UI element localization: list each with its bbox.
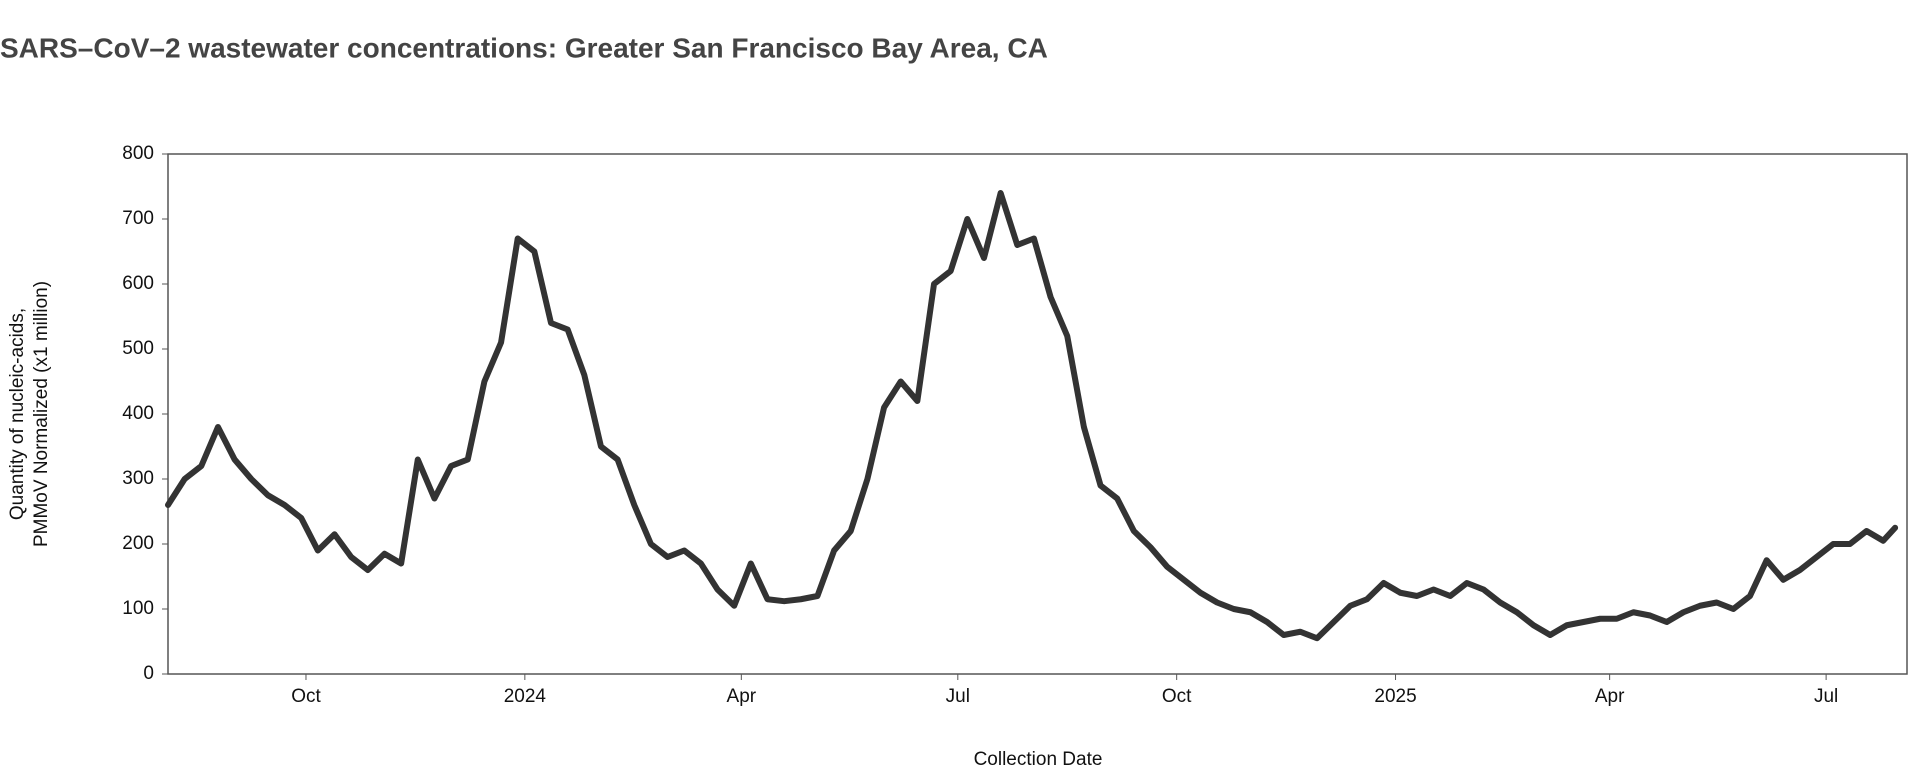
x-tick-label: Apr bbox=[1595, 686, 1625, 707]
chart-title: SARS–CoV–2 wastewater concentrations: Gr… bbox=[0, 32, 1048, 63]
x-axis-title: Collection Date bbox=[974, 749, 1103, 770]
x-tick-label: Oct bbox=[291, 686, 321, 707]
y-tick-label: 0 bbox=[143, 663, 154, 684]
y-tick-label: 300 bbox=[122, 468, 154, 489]
y-tick-label: 100 bbox=[122, 598, 154, 619]
x-tick-label: Apr bbox=[727, 686, 757, 707]
plot-frame bbox=[167, 153, 1908, 675]
y-tick-label: 700 bbox=[122, 208, 154, 229]
y-axis-title: Quantity of nucleic-acids, bbox=[7, 308, 28, 520]
x-tick-label: Oct bbox=[1162, 686, 1192, 707]
y-axis-title: PMMoV Normalized (x1 million) bbox=[31, 281, 52, 547]
y-tick-label: 600 bbox=[122, 273, 154, 294]
x-tick-label: 2025 bbox=[1374, 686, 1416, 707]
y-tick-label: 200 bbox=[122, 533, 154, 554]
x-tick-label: Jul bbox=[946, 686, 970, 707]
y-tick-label: 800 bbox=[122, 143, 154, 164]
data-line bbox=[165, 190, 1899, 642]
x-tick-label: Jul bbox=[1814, 686, 1838, 707]
y-tick-label: 500 bbox=[122, 338, 154, 359]
x-tick-label: 2024 bbox=[504, 686, 547, 707]
y-tick-label: 400 bbox=[122, 403, 154, 424]
